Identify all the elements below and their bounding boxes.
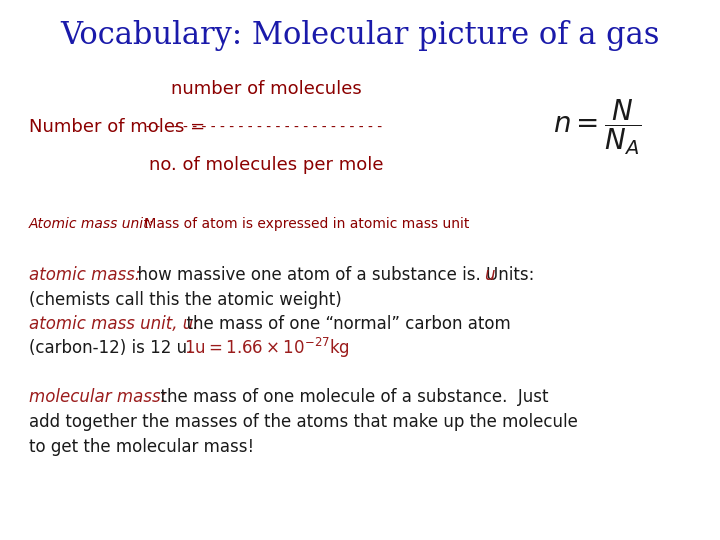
Text: Number of moles =: Number of moles = bbox=[29, 118, 205, 136]
Text: (carbon-12) is 12 u.: (carbon-12) is 12 u. bbox=[29, 339, 208, 357]
Text: Atomic mass unit:: Atomic mass unit: bbox=[29, 217, 154, 231]
Text: add together the masses of the atoms that make up the molecule: add together the masses of the atoms tha… bbox=[29, 413, 577, 431]
Text: number of molecules: number of molecules bbox=[171, 80, 361, 98]
Text: how massive one atom of a substance is. Units:: how massive one atom of a substance is. … bbox=[127, 266, 545, 285]
Text: no. of molecules per mole: no. of molecules per mole bbox=[149, 156, 384, 174]
Text: molecular mass:: molecular mass: bbox=[29, 388, 166, 406]
Text: to get the molecular mass!: to get the molecular mass! bbox=[29, 438, 254, 456]
Text: $n = \dfrac{N}{N_A}$: $n = \dfrac{N}{N_A}$ bbox=[554, 97, 642, 157]
Text: (chemists call this the atomic weight): (chemists call this the atomic weight) bbox=[29, 291, 341, 309]
Text: atomic mass unit, u:: atomic mass unit, u: bbox=[29, 315, 199, 333]
Text: the mass of one molecule of a substance.  Just: the mass of one molecule of a substance.… bbox=[150, 388, 548, 406]
Text: atomic mass:: atomic mass: bbox=[29, 266, 140, 285]
Text: the mass of one “normal” carbon atom: the mass of one “normal” carbon atom bbox=[176, 315, 511, 333]
Text: - - - - - - - - - - - - - - - - - - - - - - - - - -: - - - - - - - - - - - - - - - - - - - - … bbox=[146, 120, 387, 134]
Text: $\mathsf{1u=1.66\times10^{-27}kg}$: $\mathsf{1u=1.66\times10^{-27}kg}$ bbox=[184, 336, 350, 360]
Text: u: u bbox=[484, 266, 495, 285]
Text: Mass of atom is expressed in atomic mass unit: Mass of atom is expressed in atomic mass… bbox=[140, 217, 469, 231]
Text: Vocabulary: Molecular picture of a gas: Vocabulary: Molecular picture of a gas bbox=[60, 19, 660, 51]
